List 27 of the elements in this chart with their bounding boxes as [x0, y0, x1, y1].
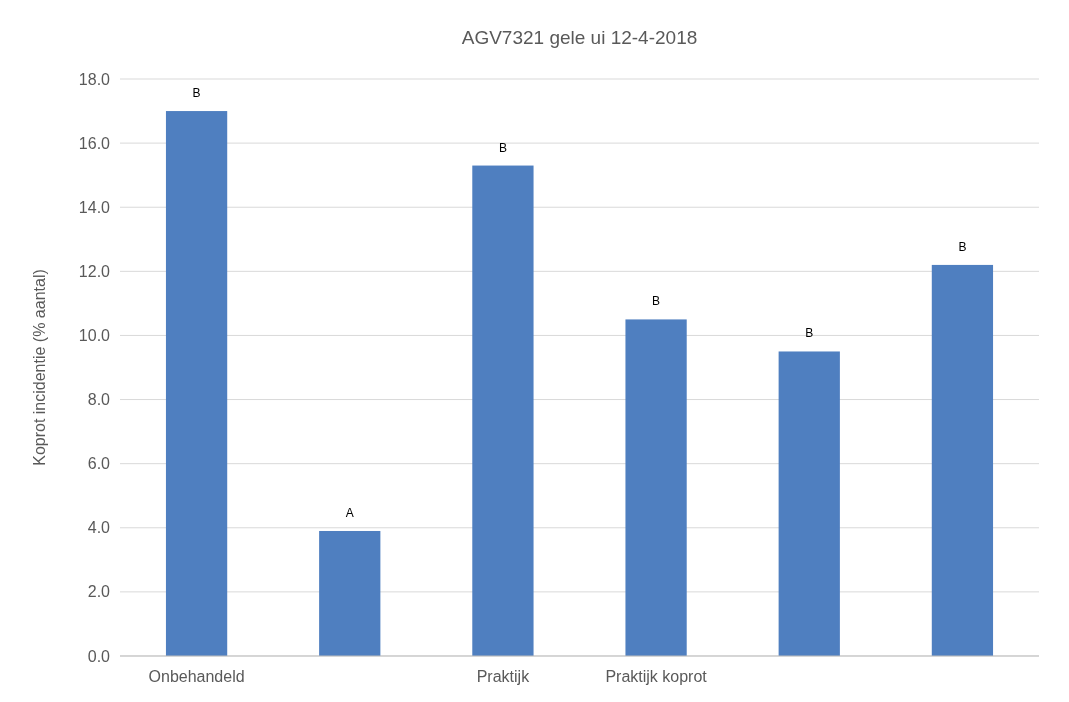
annotation: B	[805, 326, 814, 341]
bar	[472, 165, 534, 656]
annotation: B	[958, 239, 967, 254]
y-tick-label: 0.0	[87, 647, 111, 665]
y-tick-label: 10.0	[78, 327, 111, 345]
y-axis-title: Koprot incidentie (% aantal)	[31, 269, 48, 466]
annotation: A	[345, 505, 354, 520]
y-tick-label: 8.0	[87, 391, 111, 409]
annotation: B	[498, 140, 507, 155]
bar	[778, 351, 840, 656]
y-tick-label: 2.0	[87, 583, 111, 601]
bar	[931, 264, 994, 656]
y-tick-label: 14.0	[78, 198, 111, 216]
y-tick-label: 16.0	[78, 134, 111, 152]
annotation: B	[192, 86, 201, 101]
bar	[165, 111, 228, 656]
x-tick-label: Onbehandeld	[148, 668, 245, 685]
y-tick-label: 12.0	[78, 262, 111, 280]
bar	[319, 530, 381, 656]
y-tick-label: 6.0	[87, 455, 111, 473]
x-tick-label: Praktijk koprot	[605, 668, 708, 685]
y-tick-label: 18.0	[78, 70, 111, 88]
y-tick-label: 4.0	[87, 519, 111, 537]
bar	[625, 319, 687, 656]
annotation: B	[652, 294, 661, 309]
x-tick-label: Praktijk	[476, 668, 531, 685]
chart-title: AGV7321 gele ui 12-4-2018	[461, 27, 698, 48]
